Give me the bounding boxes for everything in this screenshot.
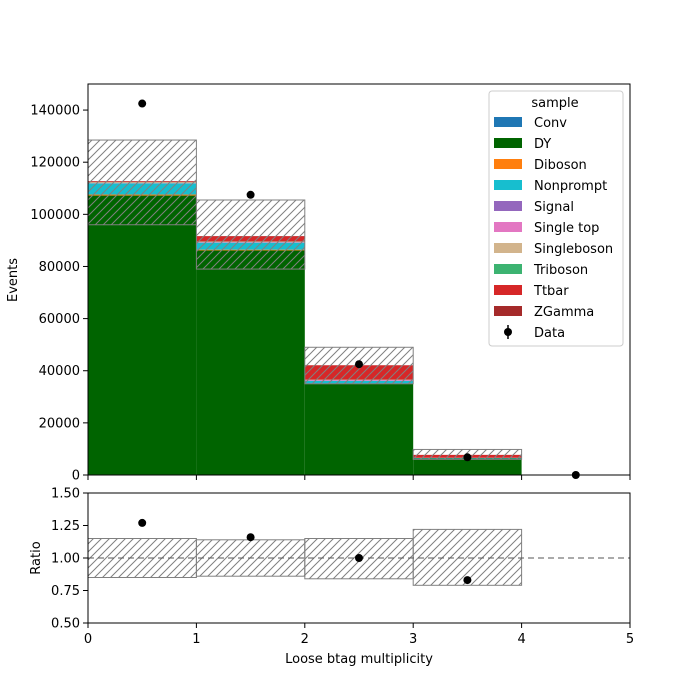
legend-label: Singleboson [534, 242, 613, 257]
uncertainty-band [87, 139, 523, 460]
legend-label: Conv [534, 116, 567, 131]
legend-label: Data [534, 326, 565, 341]
x-tick-label: 1 [192, 632, 200, 647]
y-tick-label: 120000 [30, 156, 80, 171]
uncertainty-box [195, 199, 306, 270]
stacked-bars [88, 181, 522, 475]
legend-swatch [494, 222, 522, 232]
y-tick-label: 100000 [30, 208, 80, 223]
legend-swatch [494, 138, 522, 148]
ratio-point [463, 576, 472, 585]
ratio-y-ticks: 0.50 0.75 1.00 1.25 1.50 [51, 487, 88, 632]
legend-title: sample [531, 96, 578, 111]
legend: sample Conv DY Diboson Nonprompt Signal Singl… [488, 90, 624, 347]
legend-label: Ttbar [533, 284, 569, 299]
ratio-points [138, 518, 472, 585]
x-tick-label: 4 [517, 632, 525, 647]
legend-label: Single top [534, 221, 599, 236]
y-tick-label: 60000 [39, 312, 80, 327]
legend-label: ZGamma [534, 305, 594, 320]
legend-swatch [494, 264, 522, 274]
legend-swatch [494, 285, 522, 295]
x-axis-label: Loose btag multiplicity [285, 652, 433, 667]
bar-segment [304, 384, 414, 475]
x-tick-label: 5 [626, 632, 634, 647]
y-tick-label: 80000 [39, 260, 80, 275]
ratio-x-ticks: 0 1 2 3 4 5 [84, 623, 634, 647]
legend-swatch [494, 201, 522, 211]
ratio-point [138, 518, 147, 527]
main-y-axis-label: Events [6, 258, 21, 302]
y-tick-label: 40000 [39, 364, 80, 379]
bar-segment [88, 195, 197, 475]
x-tick-label: 2 [301, 632, 309, 647]
uncertainty-box [87, 139, 197, 226]
ratio-y-tick-label: 0.75 [51, 584, 80, 599]
legend-label: DY [534, 137, 551, 152]
data-point [355, 360, 363, 369]
main-panel: 020000400006000080000100000120000140000 … [6, 83, 631, 484]
main-y-ticks: 0 20000 40000 60000 80000 100000 120000 140000 [30, 104, 88, 484]
ratio-point [246, 533, 255, 542]
ratio-uncertainty-band [87, 528, 523, 586]
legend-marker [504, 328, 512, 336]
data-points [138, 99, 580, 479]
data-point [463, 453, 472, 462]
y-tick-label: 0 [72, 469, 80, 484]
legend-items: Conv DY Diboson Nonprompt Signal Single top Si… [494, 116, 613, 341]
ratio-y-tick-label: 0.50 [51, 617, 80, 632]
y-tick-label: 20000 [39, 416, 80, 431]
legend-label: Nonprompt [534, 179, 607, 194]
y-tick-label: 140000 [30, 104, 80, 119]
main-axes-frame [87, 83, 631, 476]
legend-swatch [494, 306, 522, 316]
legend-label: Diboson [534, 158, 587, 173]
bar-segment [413, 458, 522, 475]
bar-segment [196, 250, 305, 475]
ratio-panel: 0.50 0.75 1.00 1.25 1.50 0 1 2 3 4 5 Ratio Loose … [29, 487, 634, 668]
ratio-band-box [412, 528, 523, 586]
legend-label: Triboson [533, 263, 588, 278]
ratio-y-tick-label: 1.00 [51, 552, 80, 567]
legend-swatch [494, 117, 522, 127]
legend-swatch [494, 180, 522, 190]
ratio-y-tick-label: 1.25 [51, 519, 80, 534]
ratio-point [355, 554, 363, 562]
data-point [246, 190, 255, 199]
x-tick-label: 0 [84, 632, 92, 647]
main-x-ticks [87, 475, 631, 480]
data-point [138, 99, 147, 108]
ratio-y-axis-label: Ratio [29, 541, 44, 574]
legend-label: Signal [534, 200, 574, 215]
x-tick-label: 3 [409, 632, 417, 647]
legend-swatch [494, 243, 522, 253]
legend-frame [488, 90, 624, 347]
ratio-y-tick-label: 1.50 [51, 487, 80, 502]
ratio-band-box [195, 539, 306, 577]
legend-swatch [494, 159, 522, 169]
